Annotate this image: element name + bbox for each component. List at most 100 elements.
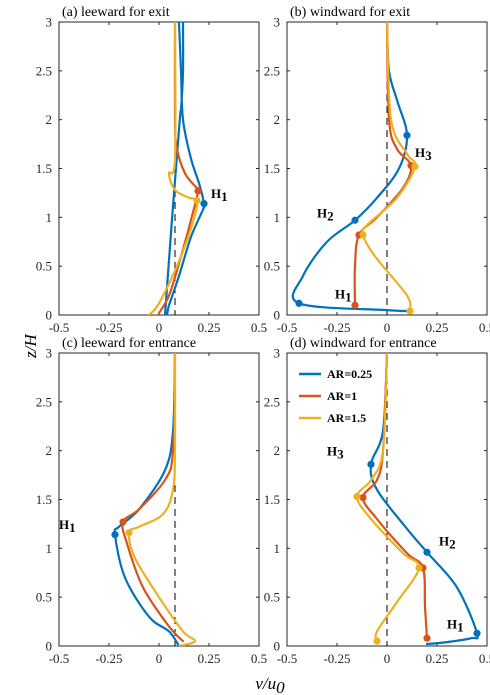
legend-label-ar-1: AR=1: [327, 389, 357, 403]
y-tick-label: 2: [274, 112, 281, 127]
x-tick-label: -0.25: [95, 651, 122, 666]
annotation-main: H: [415, 145, 425, 160]
panel-title: (d) windward for entrance: [290, 336, 437, 351]
legend-label-ar-1-5: AR=1.5: [327, 411, 366, 425]
annotation-main: H: [335, 286, 345, 301]
x-axis-label-sub: 0: [276, 678, 285, 695]
plot-frame: [58, 352, 260, 647]
annotation-sub: 2: [327, 208, 334, 223]
marker-ar-1: [423, 634, 431, 642]
marker-ar-1-5: [373, 637, 381, 645]
y-tick-label: 1.5: [36, 492, 52, 507]
marker-ar-1: [119, 518, 127, 526]
annotation-sub: 1: [221, 189, 228, 204]
y-tick-label: 0: [46, 308, 53, 323]
x-tick-label: -0.5: [277, 320, 298, 335]
x-tick-label: -0.5: [49, 320, 70, 335]
annotation-main: H: [317, 205, 327, 220]
x-tick-label: 0.25: [426, 651, 449, 666]
marker-ar-0-25: [423, 548, 431, 556]
marker-ar-1-5: [193, 197, 201, 205]
panel-b: -0.5 -0.25 0 0.25 0.5 0 0.5 1 1.5 2 2.5 3 (b) windwa…: [264, 5, 490, 335]
x-tick-label: 0: [156, 320, 163, 335]
y-tick-label: 1.5: [36, 161, 52, 176]
marker-ar-1: [359, 493, 367, 502]
x-tick-label: 0.5: [251, 651, 267, 666]
y-tick-label: 0: [274, 308, 281, 323]
annotation-main: H: [447, 616, 457, 631]
annotation-main: H: [59, 517, 69, 532]
annotation-main: H: [211, 186, 221, 201]
x-tick-label: 0: [156, 651, 163, 666]
y-tick-label: 1: [46, 541, 53, 556]
x-tick-label: 0.25: [198, 651, 221, 666]
panel-title: (b) windward for exit: [290, 5, 410, 20]
marker-ar-0-25: [367, 460, 375, 468]
marker-ar-1-5: [125, 529, 133, 537]
y-tick-label: 2.5: [264, 63, 280, 78]
y-tick-label: 2: [46, 443, 53, 458]
annotation-sub: 2: [449, 536, 456, 551]
annotation-sub: 3: [425, 148, 432, 163]
annotation-h1: H1: [59, 517, 76, 535]
annotation-main: H: [327, 444, 337, 459]
annotation-h2: H2: [317, 205, 334, 223]
y-tick-label: 1: [46, 210, 53, 225]
marker-ar-0-25: [200, 200, 208, 208]
annotation-h1: H1: [335, 286, 352, 304]
y-tick-label: 0: [274, 639, 281, 654]
x-tick-label: 0.25: [426, 320, 449, 335]
panel-title: (c) leeward for entrance: [62, 336, 196, 351]
panels: -0.5 -0.25 0 0.25 0.5 0 0.5 1 1.5 2 2.5 3 (a) leewar…: [36, 5, 490, 666]
series-line-ar-1-5: [361, 22, 417, 313]
series-line-ar-0-25: [113, 353, 181, 646]
annotation-sub: 1: [457, 619, 464, 634]
legend-label-ar-0-25: AR=0.25: [327, 367, 372, 381]
y-axis-label: z/H: [21, 332, 40, 358]
y-tick-label: 2.5: [36, 394, 52, 409]
y-tick-label: 0.5: [264, 590, 280, 605]
x-tick-label: -0.25: [323, 651, 350, 666]
y-tick-label: 3: [46, 15, 53, 30]
y-tick-label: 1: [274, 541, 281, 556]
y-tick-label: 0.5: [36, 590, 52, 605]
annotation-sub: 1: [345, 289, 352, 304]
x-tick-label: -0.25: [95, 320, 122, 335]
plot-frame: [58, 21, 260, 316]
marker-ar-1: [351, 301, 359, 309]
panel-d: -0.5 -0.25 0 0.25 0.5 0 0.5 1 1.5 2 2.5 3 (d) windwa…: [264, 336, 490, 666]
annotation-h3: H3: [415, 145, 432, 163]
marker-ar-0-25: [351, 216, 359, 224]
x-tick-label: 0.5: [251, 320, 267, 335]
x-tick-label: 0.5: [479, 651, 490, 666]
marker-ar-0-25: [295, 299, 303, 307]
y-tick-label: 3: [274, 15, 281, 30]
y-tick-label: 2: [46, 112, 53, 127]
y-tick-label: 0.5: [36, 259, 52, 274]
x-tick-label: 0.5: [479, 320, 490, 335]
marker-ar-1-5: [415, 564, 423, 572]
marker-ar-0-25: [473, 629, 481, 637]
marker-ar-1-5: [406, 307, 414, 315]
panel-title: (a) leeward for exit: [62, 5, 170, 20]
y-tick-label: 0.5: [264, 259, 280, 274]
y-tick-label: 1: [274, 210, 281, 225]
x-axis-label: v/u0: [255, 674, 285, 695]
x-tick-label: 0: [384, 320, 391, 335]
marker-ar-1-5: [353, 492, 361, 501]
y-tick-label: 2: [274, 443, 281, 458]
marker-ar-1-5: [411, 162, 419, 171]
annotation-h2: H2: [439, 533, 456, 551]
y-tick-label: 2.5: [264, 394, 280, 409]
series-line-ar-1-5: [355, 353, 421, 643]
series-line-ar-1-5: [147, 22, 199, 315]
y-tick-label: 3: [46, 346, 53, 361]
marker-ar-0-25: [403, 131, 411, 139]
marker-ar-1-5: [359, 231, 367, 239]
legend: AR=0.25 AR=1 AR=1.5: [299, 367, 372, 425]
annotation-main: H: [439, 533, 449, 548]
y-tick-label: 3: [274, 346, 281, 361]
annotation-h3: H3: [327, 444, 344, 462]
marker-ar-0-25: [111, 531, 119, 539]
annotation-h1: H1: [447, 616, 464, 634]
